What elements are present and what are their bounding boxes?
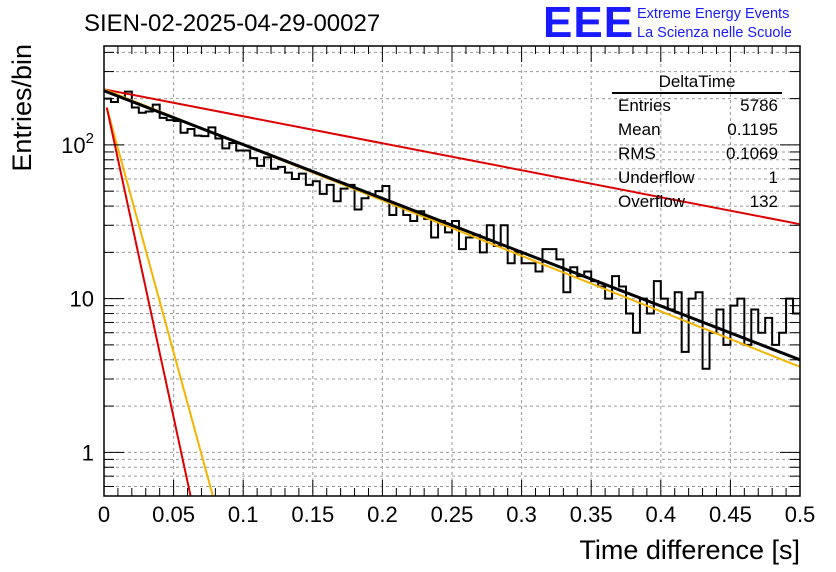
y-axis-label: Entries/bin <box>7 44 37 172</box>
stats-value: 1 <box>768 168 778 187</box>
stats-label: RMS <box>618 144 656 163</box>
x-tick-label: 0.2 <box>367 502 398 527</box>
stats-label: Overflow <box>618 192 686 211</box>
x-tick-label: 0.15 <box>291 502 334 527</box>
x-tick-label: 0.45 <box>709 502 752 527</box>
grid-lines <box>104 46 800 496</box>
x-tick-label: 0 <box>98 502 110 527</box>
fit-line <box>103 88 801 226</box>
stats-row: Mean 0.1195 <box>612 118 778 142</box>
stats-label: Underflow <box>618 168 695 187</box>
y-tick-label: 10 <box>70 287 94 312</box>
fit-line <box>103 89 801 362</box>
run-title: SIEN-02-2025-04-29-00027 <box>84 10 381 37</box>
eee-logo: EEE <box>543 0 635 47</box>
stats-row: Overflow 132 <box>612 190 778 214</box>
eee-subtitle-2: La Scienza nelle Scuole <box>637 25 792 41</box>
eee-subtitle-1: Extreme Energy Events <box>637 6 790 22</box>
axis-tick-labels: 0 0.05 0.1 0.15 0.2 0.25 0.3 0.35 0.4 0.45 0.5 1 10 1… <box>61 130 815 527</box>
axis-ticks <box>103 46 801 496</box>
stats-box: DeltaTime Entries 5786 Mean 0.1195 RMS 0… <box>612 72 782 214</box>
stats-row: RMS 0.1069 <box>612 142 778 166</box>
x-tick-label: 0.1 <box>228 502 259 527</box>
fit-curves <box>103 88 801 497</box>
stats-row: Entries 5786 <box>612 94 778 118</box>
stats-row: Underflow 1 <box>612 166 778 190</box>
stats-value: 0.1195 <box>727 120 778 139</box>
histogram <box>104 90 800 370</box>
stats-box-title: DeltaTime <box>612 72 782 94</box>
fit-line <box>105 107 192 497</box>
stats-value: 5786 <box>740 96 778 115</box>
stats-value: 132 <box>749 192 778 211</box>
y-tick-label: 102 <box>61 130 94 158</box>
fit-line <box>105 107 214 497</box>
x-tick-label: 0.25 <box>431 502 474 527</box>
x-tick-label: 0.4 <box>646 502 677 527</box>
x-tick-label: 0.3 <box>506 502 537 527</box>
stats-label: Entries <box>618 96 671 115</box>
x-tick-label: 0.35 <box>570 502 613 527</box>
stats-value: 0.1069 <box>726 144 778 163</box>
x-tick-label: 0.05 <box>152 502 195 527</box>
histogram-outline <box>104 90 800 370</box>
x-tick-label: 0.5 <box>785 502 816 527</box>
x-axis-label: Time difference [s] <box>579 535 800 565</box>
y-tick-label: 1 <box>82 440 94 465</box>
stats-label: Mean <box>618 120 661 139</box>
